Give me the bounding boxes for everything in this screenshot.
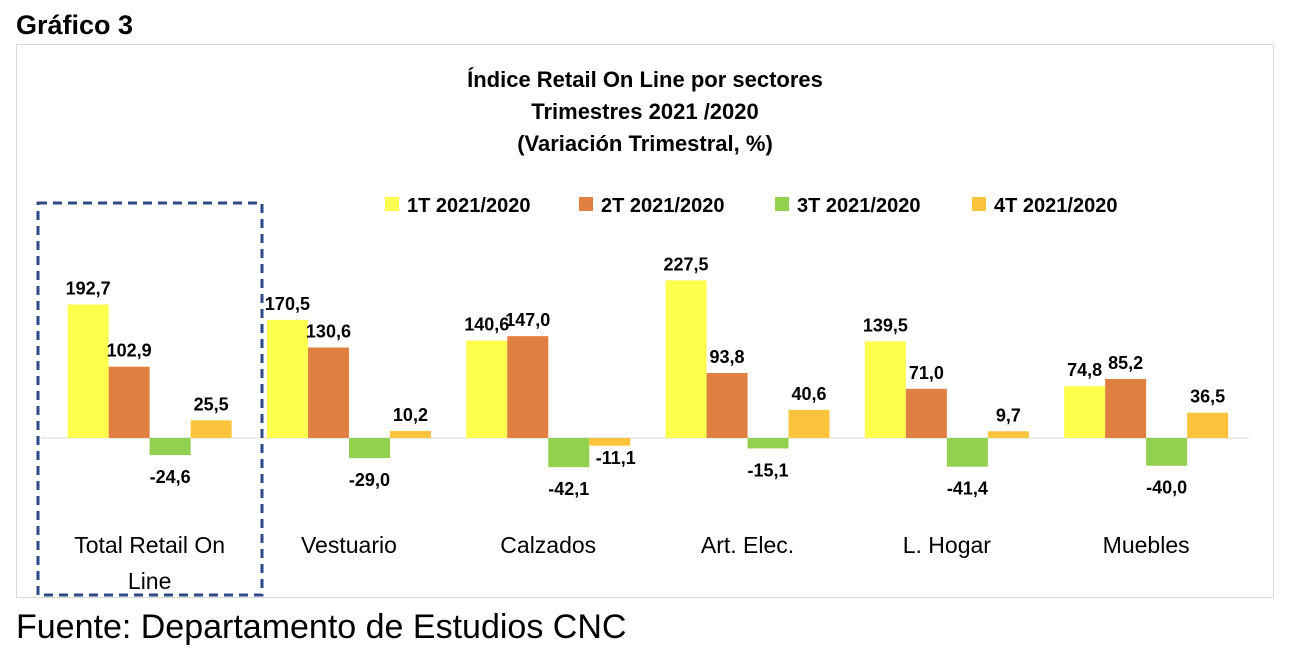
- data-label: 71,0: [909, 363, 944, 383]
- data-label: 170,5: [265, 294, 310, 314]
- data-label: -29,0: [349, 470, 390, 490]
- legend-item: 4T 2021/2020: [972, 195, 1117, 217]
- data-label: -11,1: [596, 448, 636, 468]
- category-label: Calzados: [500, 532, 596, 558]
- source-note: Fuente: Departamento de Estudios CNC: [16, 608, 627, 646]
- legend-swatch: [385, 197, 399, 211]
- data-label: 93,8: [710, 347, 745, 367]
- data-label: 192,7: [66, 278, 111, 298]
- category-label: Art. Elec.: [701, 532, 794, 558]
- category-label: Vestuario: [301, 532, 397, 558]
- chart-frame: Índice Retail On Line por sectores Trimes…: [16, 44, 1274, 598]
- data-labels: 192,7 102,9 -24,6 25,5 170,5 130,6 -29,0 10,2 14…: [66, 254, 1226, 499]
- data-label: 74,8: [1067, 360, 1102, 380]
- data-label: 102,9: [107, 341, 152, 361]
- bar: [1187, 412, 1229, 438]
- chart-title-line: Trimestres 2021 /2020: [531, 99, 759, 124]
- legend-label: 4T 2021/2020: [994, 195, 1117, 217]
- bar: [466, 340, 508, 438]
- legend-item: 2T 2021/2020: [579, 195, 724, 217]
- data-label: -40,0: [1146, 478, 1187, 498]
- data-label: 139,5: [863, 315, 908, 335]
- bar: [1064, 386, 1106, 438]
- bar-chart: Índice Retail On Line por sectores Trimes…: [36, 67, 1249, 597]
- bar: [190, 420, 232, 438]
- category-labels: Total Retail On Line Vestuario Calzados Art.…: [74, 532, 1189, 594]
- bar: [67, 304, 109, 438]
- legend-swatch: [579, 197, 593, 211]
- data-label: 25,5: [194, 394, 229, 414]
- bar: [389, 430, 431, 438]
- bar: [149, 438, 191, 456]
- legend-label: 2T 2021/2020: [601, 195, 724, 217]
- data-label: 147,0: [505, 310, 550, 330]
- bar: [266, 319, 308, 438]
- data-label: -15,1: [748, 460, 789, 480]
- bar: [747, 438, 789, 449]
- bar: [706, 372, 748, 438]
- bar: [987, 431, 1029, 438]
- data-label: -24,6: [150, 467, 191, 487]
- bar: [864, 341, 906, 438]
- legend-label: 1T 2021/2020: [407, 195, 530, 217]
- bars: [41, 280, 1249, 468]
- data-label: 9,7: [996, 405, 1021, 425]
- bar: [1146, 438, 1188, 466]
- bar: [348, 438, 390, 459]
- data-label: 227,5: [664, 254, 709, 274]
- bar: [307, 347, 349, 438]
- data-label: 10,2: [393, 405, 428, 425]
- bar: [507, 336, 549, 438]
- chart-title: Índice Retail On Line por sectores Trimes…: [467, 67, 823, 156]
- bar: [905, 388, 947, 438]
- bar: [108, 366, 150, 438]
- bar: [589, 438, 631, 446]
- chart-title-line: Índice Retail On Line por sectores: [467, 67, 823, 92]
- bar: [1105, 378, 1147, 438]
- legend-label: 3T 2021/2020: [797, 195, 920, 217]
- data-label: 40,6: [792, 384, 827, 404]
- category-label: L. Hogar: [903, 532, 992, 558]
- category-label: Total Retail On Line: [74, 532, 225, 594]
- category-label: Muebles: [1103, 532, 1190, 558]
- data-label: 36,5: [1190, 387, 1225, 407]
- figure-label: Gráfico 3: [16, 10, 134, 40]
- legend-item: 1T 2021/2020: [385, 195, 530, 217]
- data-label: 140,6: [464, 315, 509, 335]
- data-label: 130,6: [306, 321, 351, 341]
- bar: [548, 438, 590, 468]
- legend-item: 3T 2021/2020: [775, 195, 920, 217]
- bar: [788, 409, 830, 438]
- chart-title-line: (Variación Trimestral, %): [517, 131, 773, 156]
- data-label: 85,2: [1108, 353, 1143, 373]
- bar: [665, 280, 707, 438]
- highlight-box: [36, 201, 264, 597]
- legend: 1T 2021/2020 2T 2021/2020 3T 2021/2020 4T 2…: [385, 195, 1117, 217]
- legend-swatch: [972, 197, 986, 211]
- data-label: -41,4: [947, 479, 988, 499]
- bar: [946, 438, 988, 467]
- data-label: -42,1: [548, 479, 589, 499]
- legend-swatch: [775, 197, 789, 211]
